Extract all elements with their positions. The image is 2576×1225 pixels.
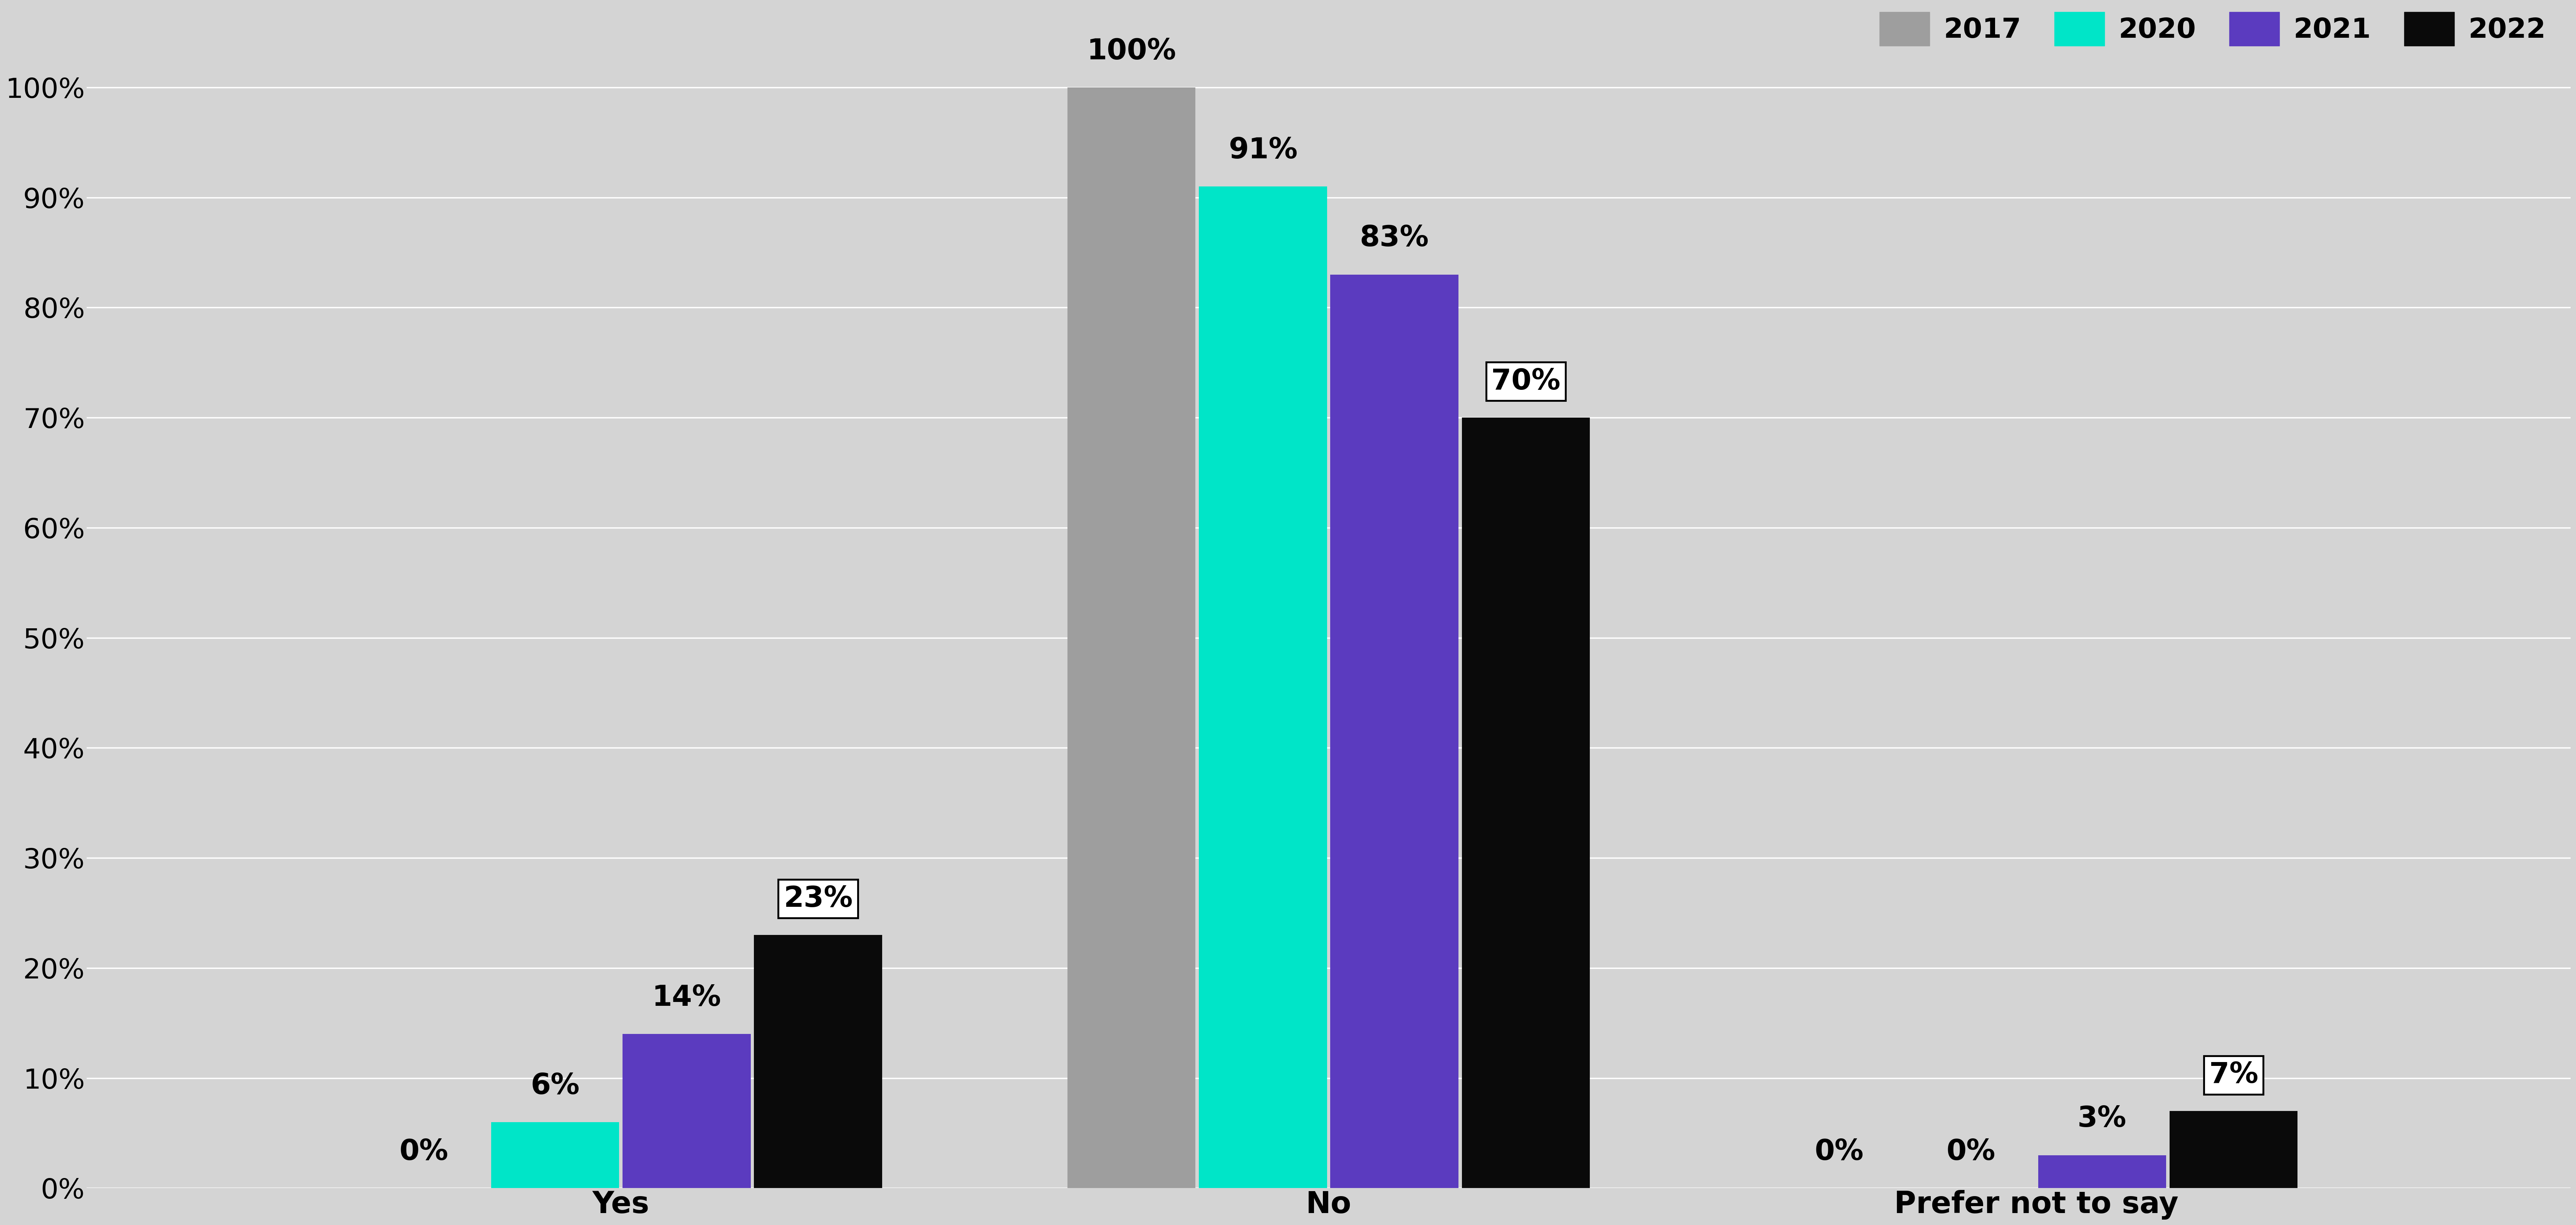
Text: 23%: 23% [783,884,853,913]
Bar [1329,274,1458,1188]
Text: 100%: 100% [1087,37,1177,65]
Text: 91%: 91% [1229,136,1298,164]
Text: 6%: 6% [531,1072,580,1100]
Legend: 2017, 2020, 2021, 2022: 2017, 2020, 2021, 2022 [1868,1,2558,56]
Text: 14%: 14% [652,984,721,1012]
Bar [1198,186,1327,1188]
Text: 0%: 0% [1814,1138,1865,1166]
Bar [2169,1111,2298,1188]
Bar [755,935,881,1188]
Bar [1066,87,1195,1188]
Bar [1461,418,1589,1188]
Text: 3%: 3% [2079,1105,2128,1133]
Text: 0%: 0% [1947,1138,1996,1166]
Text: 83%: 83% [1360,224,1430,252]
Text: 0%: 0% [399,1138,448,1166]
Bar [623,1034,750,1188]
Bar [492,1122,618,1188]
Text: 7%: 7% [2210,1061,2259,1089]
Bar [2038,1155,2166,1188]
Text: 70%: 70% [1492,368,1561,396]
